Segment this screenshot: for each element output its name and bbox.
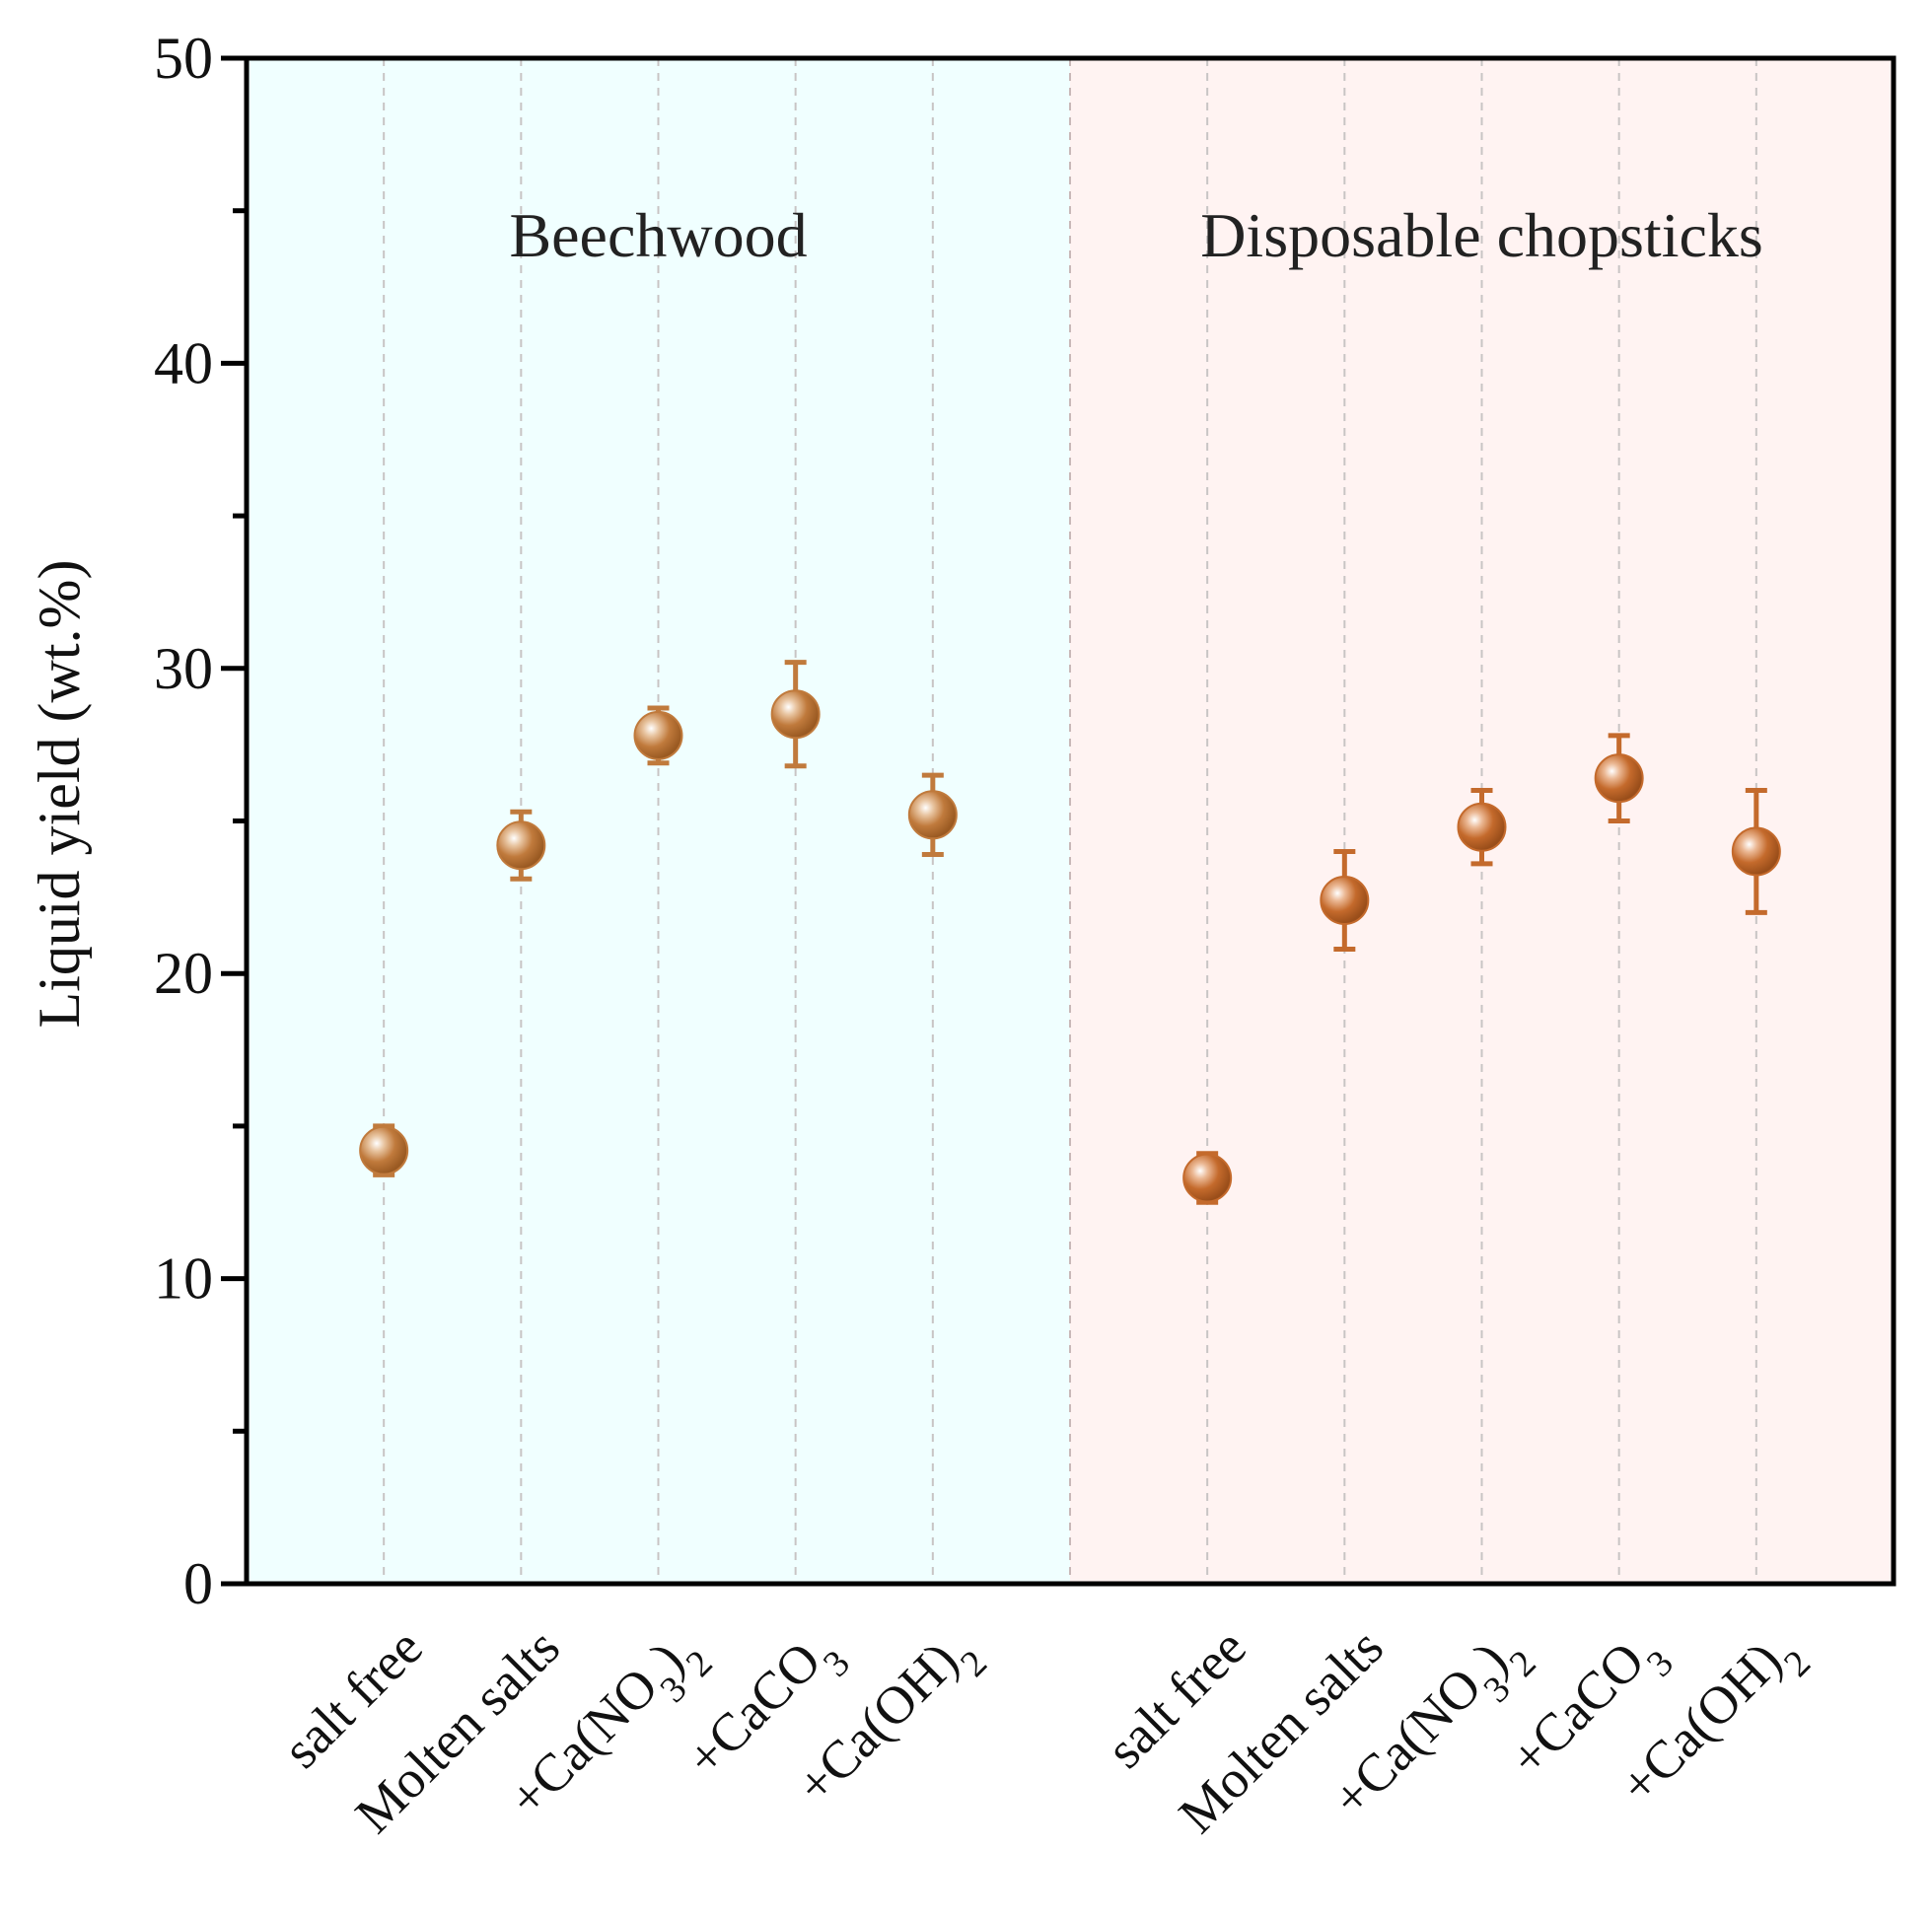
group-labels: Beechwood Disposable chopsticks [509,200,1762,270]
data-point [1731,826,1781,877]
data-point [633,710,683,760]
y-axis: 0 10 20 30 40 50 [154,26,247,1616]
data-point [1457,802,1507,852]
y-tick-label: 40 [154,330,213,395]
data-point [1182,1153,1233,1203]
data-point [907,790,958,840]
y-tick-label: 10 [154,1246,213,1312]
group-label: Beechwood [509,200,807,270]
y-tick-label: 0 [183,1551,213,1616]
y-axis-label: Liquid yield (wt.%) [27,560,92,1029]
data-point [770,689,821,740]
vertical-gridlines [383,58,1757,1584]
data-point [1594,753,1644,804]
y-tick-label: 30 [154,636,213,701]
group-label: Disposable chopsticks [1200,200,1763,270]
data-points [359,660,1781,1205]
data-point [359,1125,409,1175]
data-point [1320,875,1370,925]
data-point [496,820,546,871]
y-tick-label: 20 [154,941,213,1006]
y-tick-label: 50 [154,26,213,91]
x-tick-label: +Ca(OH)2 [1609,1617,1819,1827]
x-tick-label: +Ca(OH)2 [785,1617,995,1827]
